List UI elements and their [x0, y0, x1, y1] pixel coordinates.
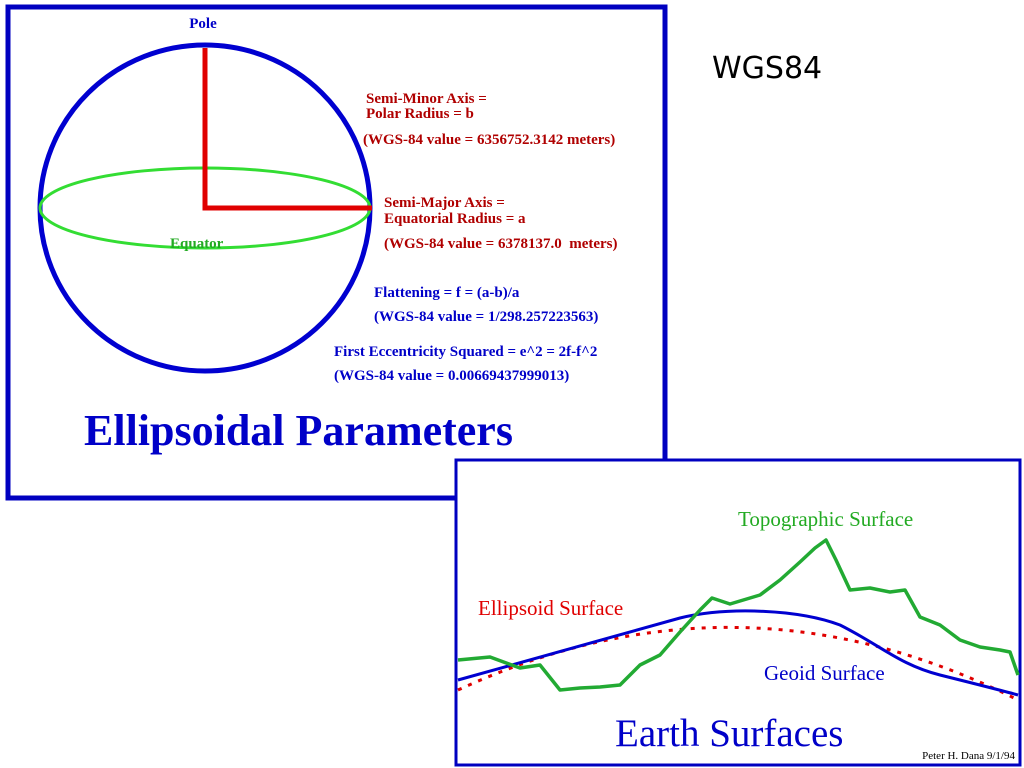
label: (WGS-84 value = 6378137.0 meters): [384, 236, 618, 252]
equator-label: Equator: [170, 236, 224, 252]
panel-border: [5, 4, 668, 501]
label: (WGS-84 value = 0.00669437999013): [334, 368, 569, 384]
panel-heading: Ellipsoidal Parameters: [84, 406, 513, 455]
slide-title: WGS84: [712, 51, 822, 86]
label: Polar Radius = b: [366, 106, 474, 122]
label: Flattening = f = (a-b)/a: [374, 285, 520, 301]
label: (WGS-84 value = 1/298.257223563): [374, 309, 598, 325]
label: Semi-Major Axis =: [384, 195, 505, 211]
panel-border: [454, 458, 1022, 767]
axes: [202, 48, 372, 211]
pole-label: Pole: [189, 16, 217, 32]
panel-heading: Earth Surfaces: [615, 712, 843, 755]
label: Semi-Minor Axis =: [366, 91, 487, 107]
geoid-label: Geoid Surface: [764, 661, 885, 685]
label: Equatorial Radius = a: [384, 211, 526, 227]
ellipsoid-panel: Pole Equator Semi-Minor Axis = Polar Rad…: [5, 4, 668, 501]
topographic-label: Topographic Surface: [738, 507, 913, 531]
ellipsoid-curve: [457, 625, 1019, 702]
label: (WGS-84 value = 6356752.3142 meters): [363, 132, 615, 148]
label: First Eccentricity Squared = e^2 = 2f-f^…: [334, 344, 597, 360]
earth-panel: Topographic Surface Ellipsoid Surface Ge…: [454, 458, 1022, 767]
geoid-curve: [457, 609, 1019, 697]
credit: Peter H. Dana 9/1/94: [922, 750, 1015, 762]
topographic-curve: [457, 538, 1020, 692]
ellipsoid-label: Ellipsoid Surface: [478, 596, 623, 620]
